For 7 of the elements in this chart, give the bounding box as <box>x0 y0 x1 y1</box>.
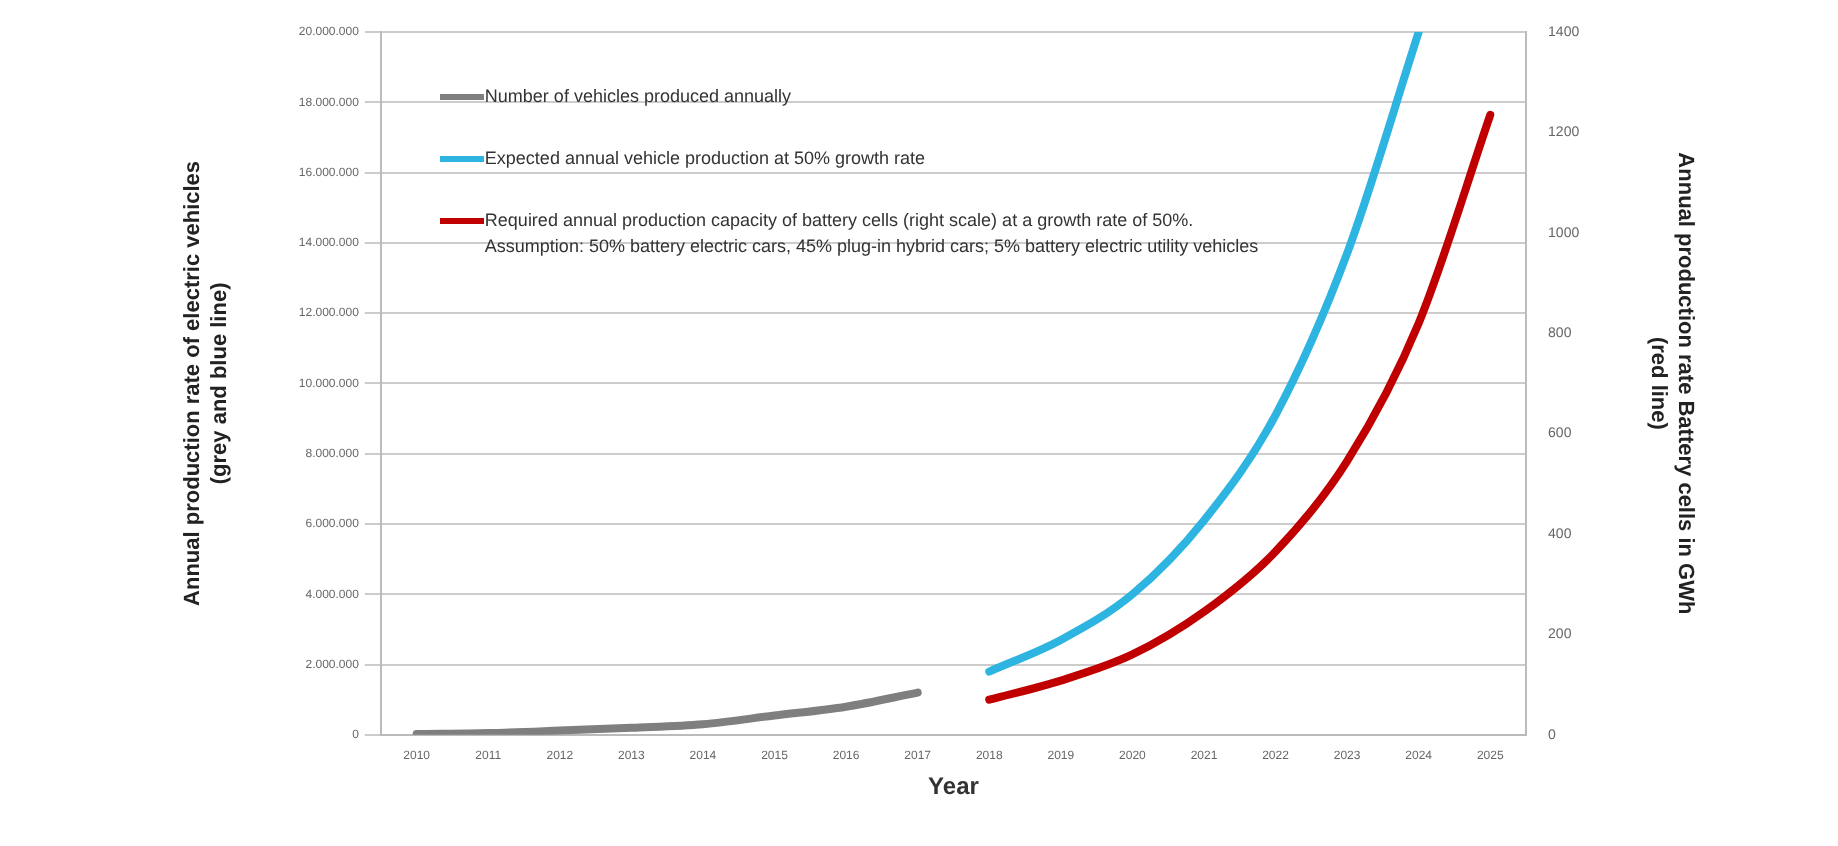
x-axis-title: Year <box>928 772 980 801</box>
legend-label: Number of vehicles produced annually <box>484 84 792 110</box>
y-axis-title: Annual production rate of electric vehicles (grey and blue line) <box>181 160 232 606</box>
line-series <box>412 688 922 735</box>
legend-label: Required annual production capacity of battery cells (right scale) at a growth rate of 50%. Assumption: 50% battery electric cars, 45% plug-in hybrid cars; 5% battery electric utility vehicles <box>484 208 1259 260</box>
legend-label: Expected annual vehicle production at 50% growth rate <box>484 146 926 172</box>
y2-axis-title: Annual production rate Battery cells in GWh (red line) <box>1646 152 1697 615</box>
